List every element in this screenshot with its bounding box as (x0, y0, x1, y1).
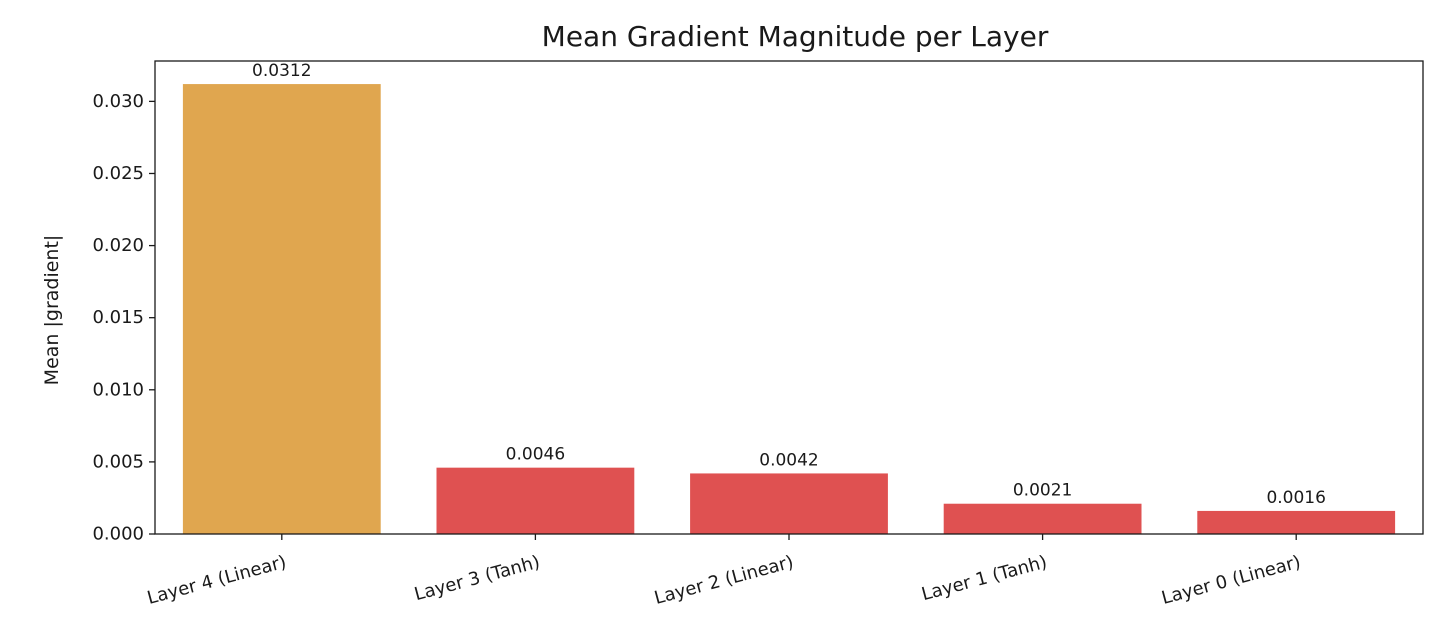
y-axis-label: Mean |gradient| (41, 235, 63, 386)
y-tick-label: 0.010 (92, 379, 144, 400)
bar (1197, 510, 1396, 534)
y-tick-label: 0.025 (92, 163, 144, 184)
bar (943, 503, 1142, 534)
x-tick-label: Layer 0 (Linear) (1159, 552, 1303, 609)
y-tick-label: 0.015 (92, 307, 144, 328)
plot-frame (154, 60, 1424, 535)
data-label: 0.0021 (1013, 481, 1072, 501)
y-tick-label: 0.020 (92, 235, 144, 256)
data-label: 0.0046 (506, 445, 565, 465)
y-tick-label: 0.000 (92, 524, 144, 545)
x-tick-label: Layer 1 (Tanh) (919, 552, 1049, 606)
x-tick-label: Layer 3 (Tanh) (412, 552, 542, 606)
data-label: 0.0016 (1266, 488, 1325, 508)
x-tick-label: Layer 2 (Linear) (652, 552, 796, 609)
data-label: 0.0312 (252, 61, 311, 81)
x-tick-label: Layer 4 (Linear) (145, 552, 289, 609)
bar (182, 84, 381, 534)
x-axis: Layer 4 (Linear) Layer 3 (Tanh) Layer 2 (L… (145, 534, 1303, 609)
chart-title: Mean Gradient Magnitude per Layer (542, 20, 1049, 53)
y-tick-label: 0.005 (92, 451, 144, 472)
bar (436, 467, 635, 534)
bars-group (182, 84, 1396, 534)
bar (690, 473, 888, 534)
data-labels-group: 0.0312 0.0046 0.0042 0.0021 0.0016 (252, 61, 1326, 508)
data-label: 0.0042 (759, 450, 818, 470)
y-axis: 0.000 0.005 0.010 0.015 0.020 0.025 0.030 (92, 91, 155, 545)
y-tick-label: 0.030 (92, 91, 144, 112)
